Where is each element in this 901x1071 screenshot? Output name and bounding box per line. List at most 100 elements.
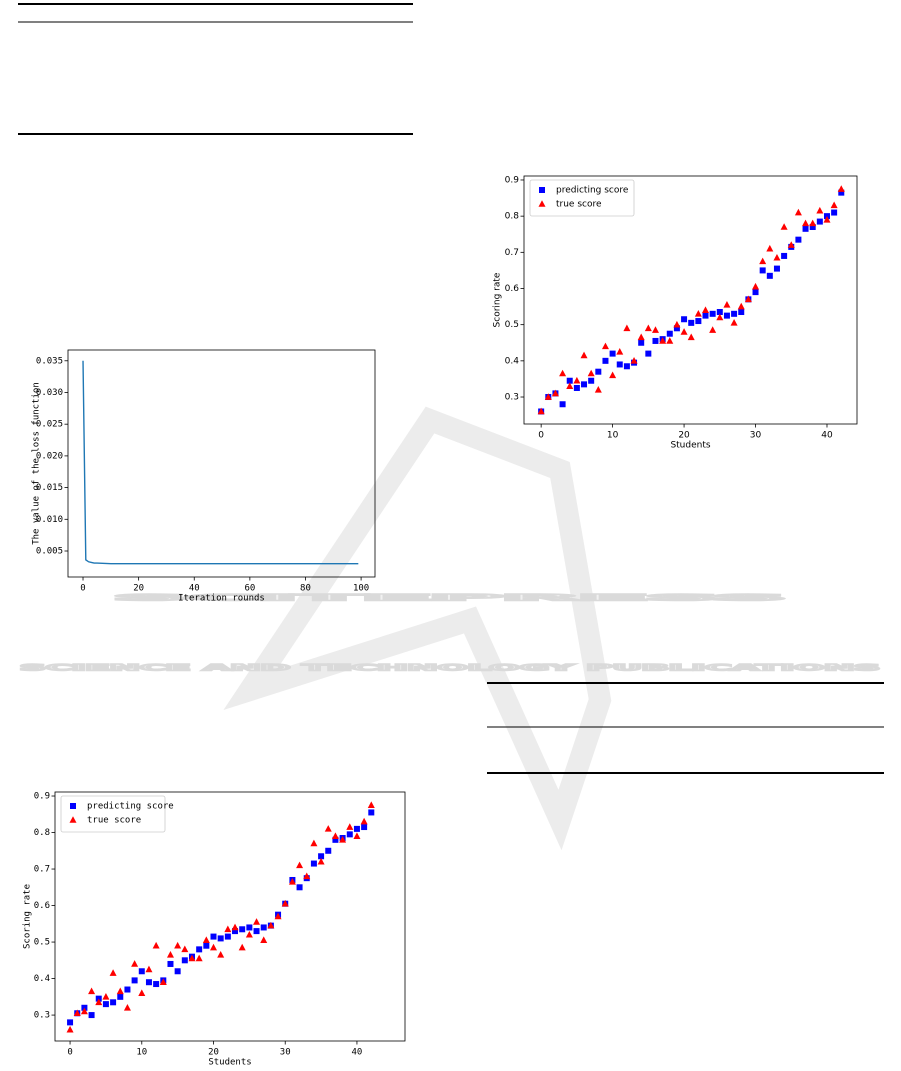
point: [324, 825, 332, 832]
y-tick-label: 0.9: [34, 792, 50, 802]
point: [723, 300, 731, 308]
chart: 0 10 20 30 40 0.3 0.4 0.5 0.6 0.7 0.8 0.9 Students Sc…: [23, 792, 406, 1068]
point: [102, 993, 110, 1000]
point: [110, 999, 117, 1006]
point: [238, 943, 246, 951]
point: [260, 936, 268, 944]
x-tick-label: 30: [280, 1048, 291, 1058]
point: [174, 968, 181, 975]
legend-marker: [69, 816, 77, 823]
point: [260, 924, 267, 931]
point: [544, 393, 552, 400]
point: [88, 987, 96, 995]
point: [716, 313, 724, 321]
point: [702, 312, 709, 319]
point: [823, 215, 831, 223]
point: [559, 401, 566, 408]
point: [116, 987, 124, 995]
point: [166, 951, 174, 958]
point: [195, 954, 203, 962]
x-axis-label: Students: [208, 1058, 251, 1068]
point: [837, 185, 845, 192]
y-tick-label: 0.030: [36, 388, 63, 398]
watermark-logo: [223, 406, 612, 851]
point: [702, 306, 710, 314]
point: [723, 312, 730, 319]
y-tick-label: 0.8: [505, 212, 520, 222]
point: [253, 918, 261, 925]
point: [759, 267, 766, 274]
point: [138, 968, 145, 975]
y-tick-label: 0.4: [34, 974, 50, 984]
point: [645, 350, 652, 357]
point: [673, 320, 681, 328]
point: [594, 385, 602, 393]
point: [73, 1009, 81, 1017]
y-tick-label: 0.6: [505, 284, 520, 294]
point: [644, 324, 652, 332]
point: [716, 309, 723, 316]
point: [737, 302, 745, 310]
point: [296, 884, 303, 891]
point: [246, 924, 253, 931]
point: [566, 382, 574, 389]
loss-line: [82, 360, 359, 565]
point: [346, 831, 353, 838]
point: [816, 206, 824, 214]
point: [581, 381, 588, 388]
y-axis-label: The value of the loss function: [32, 382, 42, 545]
point: [680, 328, 688, 335]
point: [623, 324, 631, 332]
point: [588, 377, 595, 384]
point: [831, 209, 838, 216]
point: [181, 957, 188, 964]
point: [152, 941, 160, 949]
x-tick-label: 100: [353, 584, 369, 594]
watermark-subtitle: SCIENCE AND TECHNOLOGY PUBLICATIONS: [20, 664, 880, 674]
point: [602, 357, 609, 364]
x-tick-label: 20: [208, 1048, 219, 1058]
point: [809, 224, 816, 231]
point: [730, 319, 738, 326]
x-tick-label: 10: [607, 431, 619, 441]
watermark-title: SCITEPRESS: [115, 594, 785, 604]
point: [623, 363, 630, 370]
point: [253, 928, 260, 935]
x-tick-label: 40: [821, 431, 833, 441]
y-tick-label: 0.015: [36, 483, 63, 493]
x-tick-label: 80: [300, 584, 311, 594]
point: [616, 361, 623, 368]
point: [317, 857, 325, 865]
y-tick-label: 0.3: [505, 393, 519, 403]
point: [731, 310, 738, 317]
y-tick-label: 0.5: [505, 320, 519, 330]
point: [687, 333, 695, 341]
point: [666, 337, 674, 344]
y-tick-label: 0.9: [505, 175, 520, 185]
point: [332, 836, 339, 843]
legend-label: true score: [87, 816, 141, 826]
plot-frame: [67, 349, 376, 578]
point: [601, 342, 609, 350]
point: [537, 407, 545, 415]
y-tick-label: 0.7: [34, 865, 50, 875]
point: [188, 954, 196, 962]
legend-marker: [539, 187, 545, 193]
y-tick-label: 0.7: [505, 248, 519, 258]
point: [181, 945, 189, 953]
y-axis-label: Scoring rate: [23, 884, 33, 949]
x-tick-label: 60: [244, 584, 255, 594]
point: [361, 824, 368, 831]
point: [210, 943, 218, 951]
point: [224, 925, 232, 933]
point: [709, 326, 717, 333]
point: [795, 236, 802, 243]
point: [673, 325, 680, 332]
point: [231, 923, 239, 931]
point: [153, 981, 160, 988]
point: [281, 899, 289, 907]
chart: 0 20 40 60 80 100 0.005 0.010 0.015 0.020 0.025 0.0…: [32, 349, 376, 604]
legend-marker: [70, 803, 76, 809]
point: [360, 817, 368, 825]
